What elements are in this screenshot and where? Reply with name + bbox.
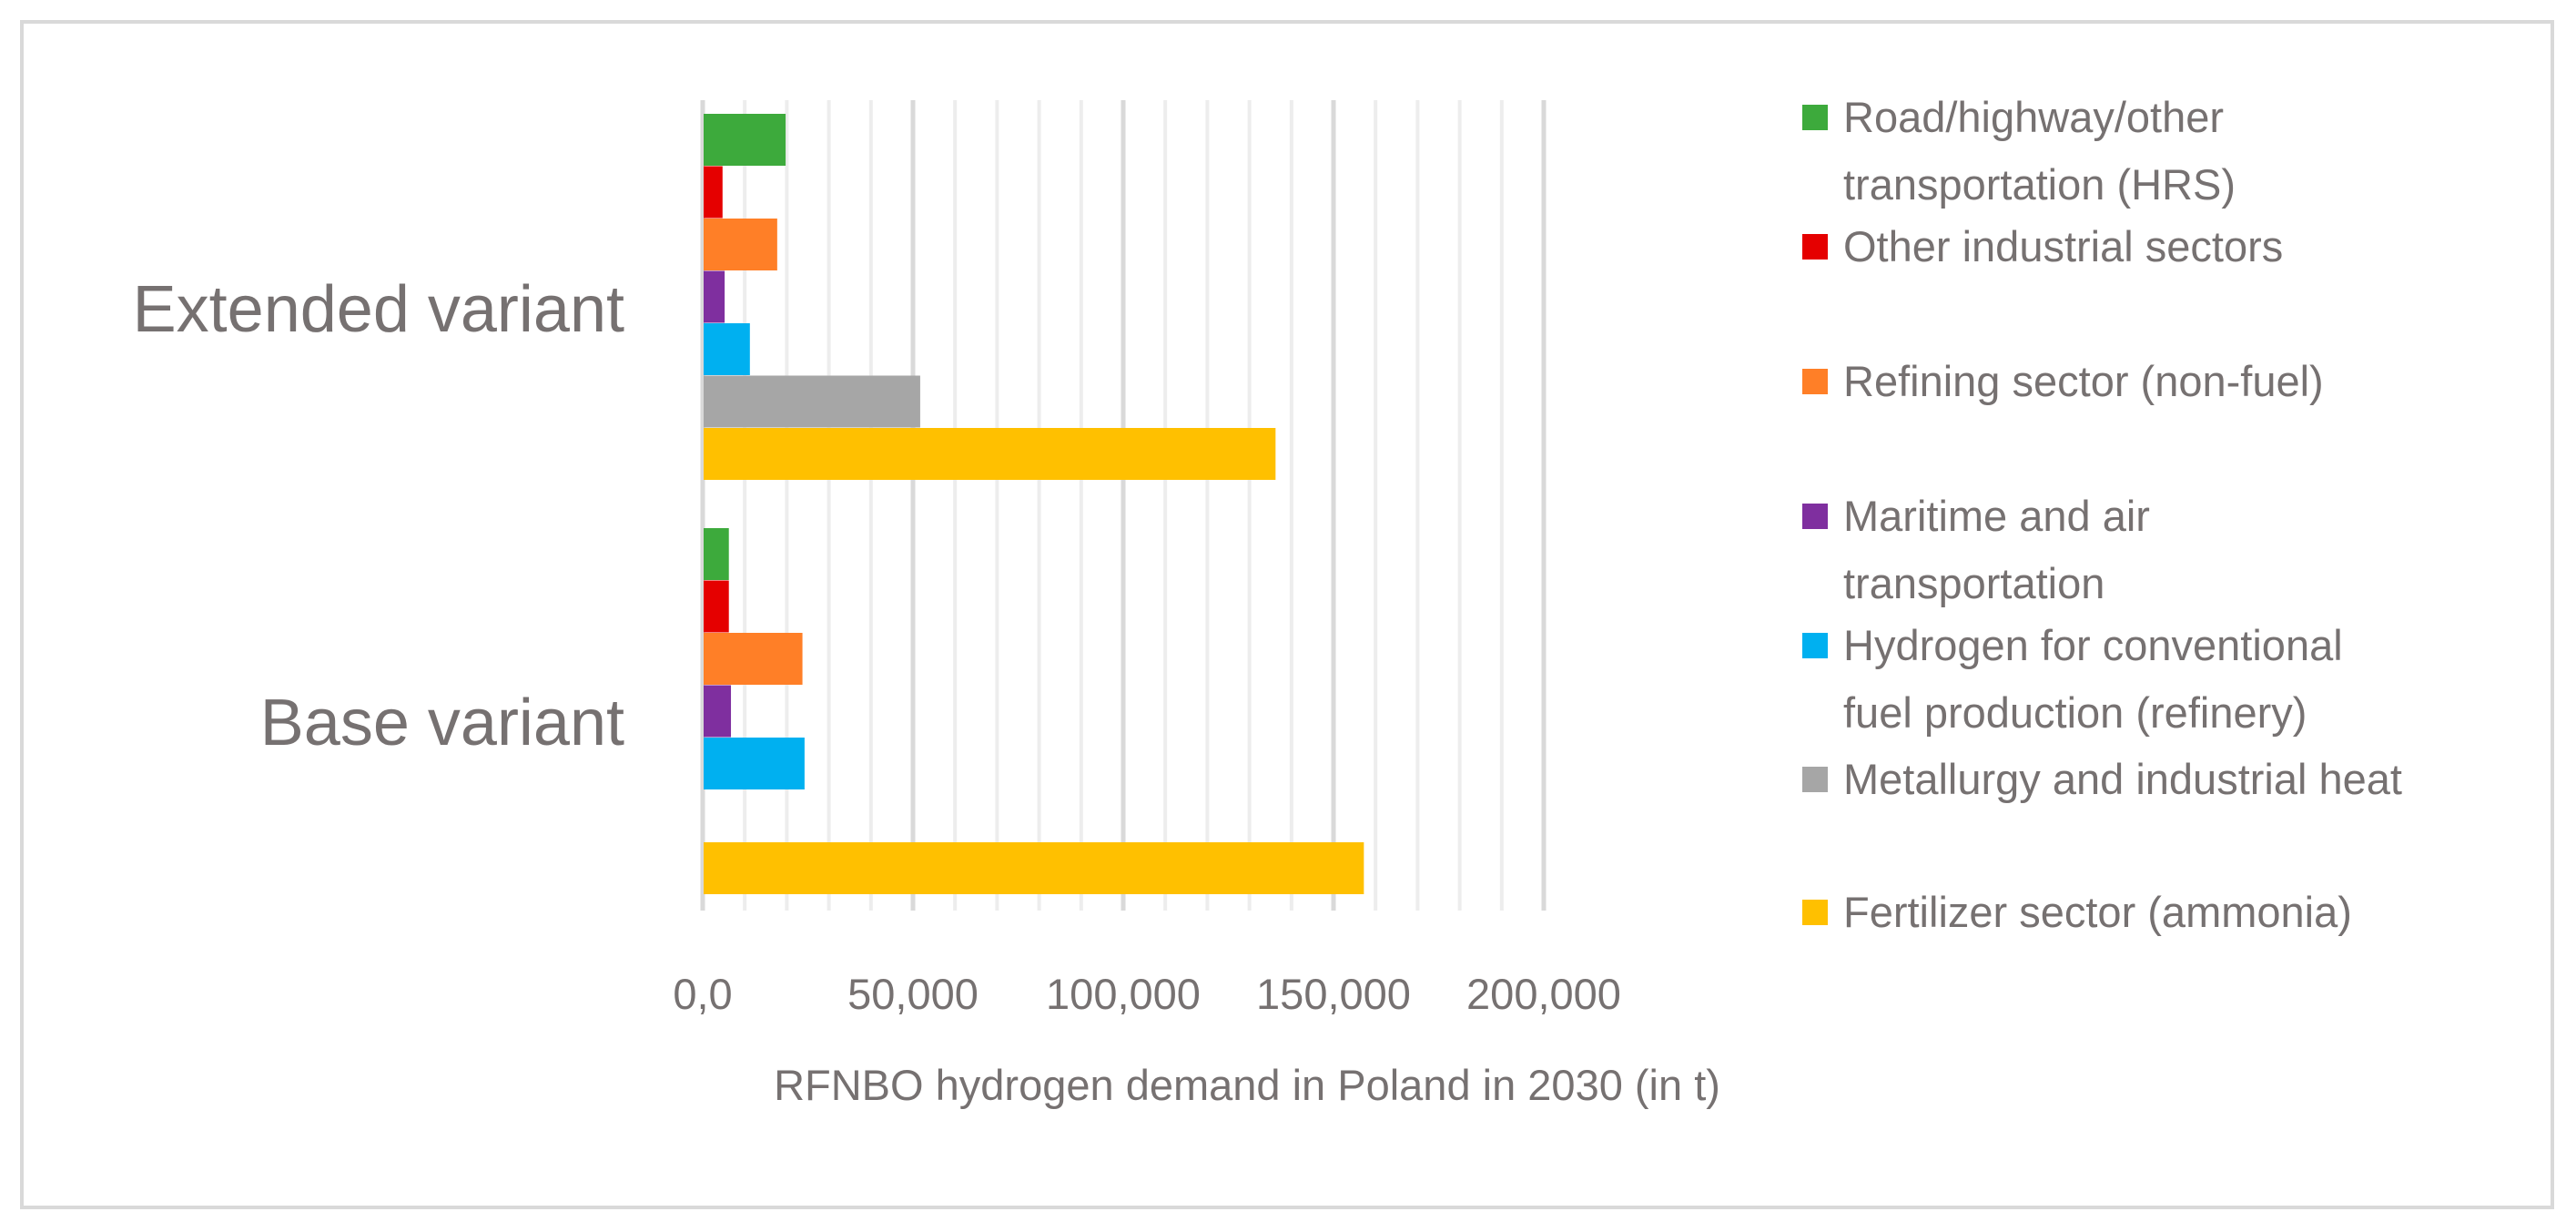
- chart-frame: [20, 20, 2554, 1209]
- legend-label: Metallurgy and industrial heat: [1843, 755, 2402, 803]
- legend-label: transportation (HRS): [1843, 160, 2236, 209]
- legend-label: Maritime and air: [1843, 492, 2150, 540]
- bar-extended-4: [704, 323, 750, 375]
- legend-label: Fertilizer sector (ammonia): [1843, 888, 2352, 936]
- bar-base-0: [704, 528, 729, 580]
- gridlines: [700, 100, 1547, 911]
- legend: Road/highway/other transportation (HRS) Ot…: [1802, 93, 2402, 936]
- category-labels: Extended variant Base variant: [133, 273, 624, 759]
- bar-extended-2: [704, 219, 777, 270]
- category-label: Extended variant: [133, 273, 624, 346]
- bar-base-2: [704, 633, 803, 685]
- bars: [704, 114, 1364, 894]
- legend-label: Other industrial sectors: [1843, 222, 2283, 270]
- bar-extended-6: [704, 428, 1276, 480]
- legend-swatch: [1802, 633, 1828, 658]
- legend-label: Road/highway/other: [1843, 93, 2224, 141]
- bar-extended-5: [704, 375, 920, 428]
- legend-swatch: [1802, 504, 1828, 529]
- bar-extended-0: [704, 114, 786, 166]
- x-tick-label: 0,0: [673, 970, 732, 1018]
- legend-swatch: [1802, 105, 1828, 130]
- bar-extended-3: [704, 270, 725, 323]
- category-label: Base variant: [260, 687, 624, 759]
- legend-label: transportation: [1843, 559, 2104, 607]
- legend-label: Hydrogen for conventional: [1843, 621, 2343, 669]
- bar-base-1: [704, 580, 729, 633]
- x-axis-title: RFNBO hydrogen demand in Poland in 2030 …: [774, 1061, 1720, 1109]
- legend-swatch: [1802, 900, 1828, 925]
- x-tick-labels: 0,0 50,000 100,000 150,000 200,000: [673, 970, 1621, 1018]
- x-tick-label: 200,000: [1466, 970, 1621, 1018]
- x-tick-label: 50,000: [847, 970, 979, 1018]
- legend-swatch: [1802, 767, 1828, 792]
- legend-label: fuel production (refinery): [1843, 688, 2307, 737]
- legend-swatch: [1802, 234, 1828, 260]
- bar-base-3: [704, 685, 732, 738]
- x-tick-label: 100,000: [1046, 970, 1201, 1018]
- bar-base-6: [704, 842, 1364, 894]
- bar-base-4: [704, 738, 805, 789]
- legend-swatch: [1802, 369, 1828, 394]
- legend-label: Refining sector (non-fuel): [1843, 357, 2324, 405]
- bar-extended-1: [704, 166, 723, 219]
- x-tick-label: 150,000: [1256, 970, 1411, 1018]
